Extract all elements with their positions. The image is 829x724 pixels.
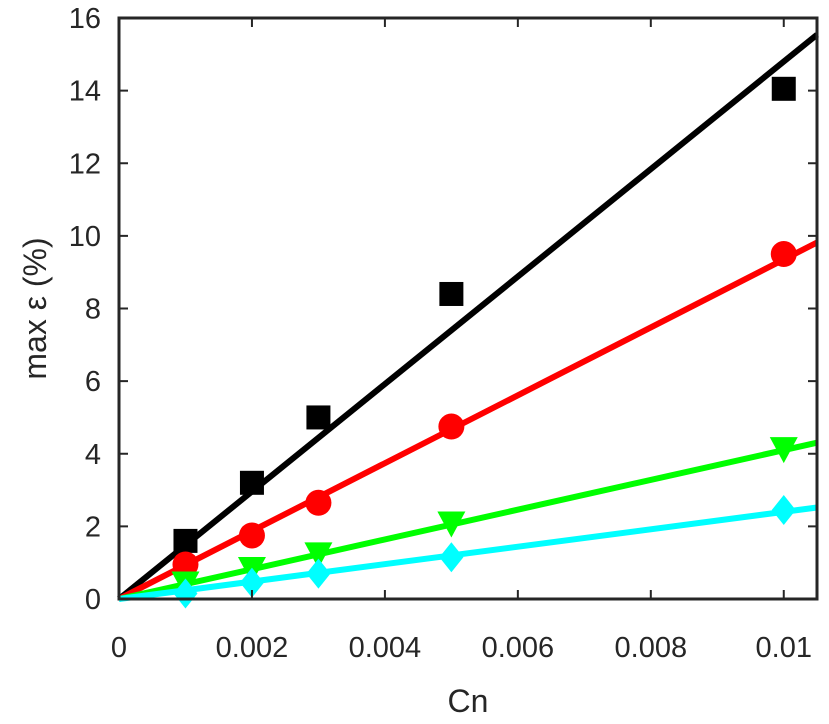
y-tick-label: 12 bbox=[69, 148, 101, 180]
axis-ticks bbox=[118, 17, 817, 600]
y-tick-label: 4 bbox=[85, 439, 101, 471]
y-axis-label: max ε (%) bbox=[17, 237, 53, 379]
series-2-point bbox=[238, 522, 265, 549]
series-3-point bbox=[769, 437, 798, 464]
series-2-point bbox=[172, 551, 199, 578]
fit-line-3 bbox=[118, 439, 818, 602]
y-tick-labels: 0 2 4 6 8 10 12 14 16 bbox=[69, 3, 101, 616]
series-4-point bbox=[239, 567, 264, 598]
y-tick-label: 8 bbox=[85, 294, 101, 326]
fit-lines bbox=[117, 32, 819, 602]
x-tick-label: 0.006 bbox=[482, 632, 555, 664]
series-1-point bbox=[306, 405, 331, 430]
series-2-point bbox=[305, 489, 332, 516]
y-tick-label: 2 bbox=[85, 511, 101, 543]
series-1-point bbox=[173, 528, 198, 553]
y-tick-label: 16 bbox=[69, 3, 101, 35]
x-axis-label: Cn bbox=[448, 683, 489, 719]
series-1-point bbox=[239, 470, 264, 495]
y-tick-label: 10 bbox=[69, 221, 101, 253]
x-tick-label: 0 bbox=[111, 632, 127, 664]
fit-line-2 bbox=[117, 239, 819, 602]
x-tick-label: 0.002 bbox=[216, 632, 289, 664]
series-4-point bbox=[439, 542, 464, 573]
y-tick-label: 0 bbox=[85, 584, 101, 616]
fit-line-1 bbox=[117, 32, 819, 602]
series-1-point bbox=[439, 281, 464, 306]
series-2-point bbox=[438, 413, 465, 440]
series-3-point bbox=[437, 511, 466, 538]
fit-line-4 bbox=[118, 504, 818, 602]
x-tick-label: 0.004 bbox=[349, 632, 422, 664]
y-tick-label: 14 bbox=[69, 76, 101, 108]
x-tick-label: 0.01 bbox=[756, 632, 812, 664]
series-4-point bbox=[306, 558, 331, 589]
data-markers bbox=[171, 76, 798, 609]
series-1-point bbox=[771, 76, 796, 101]
series-3-point bbox=[304, 542, 333, 569]
x-tick-label: 0.008 bbox=[615, 632, 688, 664]
y-tick-label: 6 bbox=[85, 366, 101, 398]
series-4-point bbox=[173, 578, 198, 609]
x-tick-labels: 0 0.002 0.004 0.006 0.008 0.01 bbox=[111, 632, 812, 664]
series-4-point bbox=[771, 495, 796, 526]
series-2-point bbox=[770, 241, 797, 268]
